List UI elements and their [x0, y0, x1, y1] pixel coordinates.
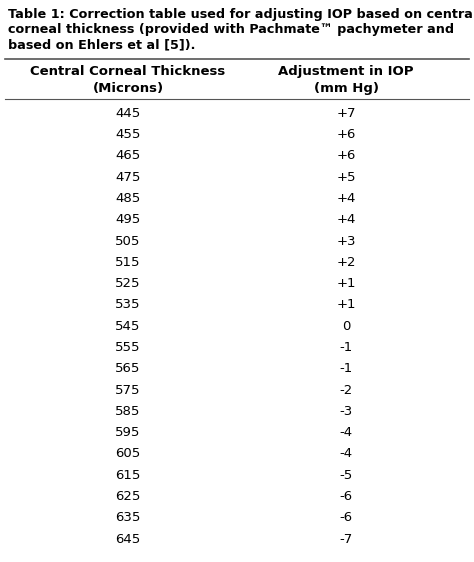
Text: +3: +3	[336, 234, 356, 248]
Text: -1: -1	[339, 341, 353, 354]
Text: +5: +5	[336, 171, 356, 184]
Text: -5: -5	[339, 469, 353, 482]
Text: 475: 475	[115, 171, 141, 184]
Text: +4: +4	[337, 192, 356, 205]
Text: 565: 565	[115, 362, 141, 375]
Text: -3: -3	[339, 405, 353, 418]
Text: 585: 585	[115, 405, 141, 418]
Text: 535: 535	[115, 298, 141, 311]
Text: -2: -2	[339, 384, 353, 397]
Text: 545: 545	[115, 320, 141, 333]
Text: 615: 615	[115, 469, 141, 482]
Text: 595: 595	[115, 426, 141, 439]
Text: -7: -7	[339, 533, 353, 546]
Text: 495: 495	[115, 214, 141, 226]
Text: -1: -1	[339, 362, 353, 375]
Text: 465: 465	[115, 149, 141, 162]
Text: 445: 445	[115, 107, 141, 120]
Text: -6: -6	[339, 490, 353, 503]
Text: +2: +2	[336, 256, 356, 269]
Text: 605: 605	[115, 447, 141, 460]
Text: +1: +1	[336, 298, 356, 311]
Text: 625: 625	[115, 490, 141, 503]
Text: Adjustment in IOP
(mm Hg): Adjustment in IOP (mm Hg)	[278, 65, 414, 95]
Text: +7: +7	[336, 107, 356, 120]
Text: -4: -4	[339, 447, 353, 460]
Text: 645: 645	[115, 533, 141, 546]
Text: corneal thickness (provided with Pachmate™ pachymeter and: corneal thickness (provided with Pachmat…	[8, 23, 454, 36]
Text: 485: 485	[115, 192, 141, 205]
Text: 455: 455	[115, 128, 141, 141]
Text: 635: 635	[115, 511, 141, 524]
Text: 555: 555	[115, 341, 141, 354]
Text: +1: +1	[336, 277, 356, 290]
Text: 0: 0	[342, 320, 350, 333]
Text: -6: -6	[339, 511, 353, 524]
Text: 575: 575	[115, 384, 141, 397]
Text: 525: 525	[115, 277, 141, 290]
Text: based on Ehlers et al [5]).: based on Ehlers et al [5]).	[8, 38, 195, 51]
Text: +6: +6	[337, 128, 356, 141]
Text: +6: +6	[337, 149, 356, 162]
Text: +4: +4	[337, 214, 356, 226]
Text: Central Corneal Thickness
(Microns): Central Corneal Thickness (Microns)	[30, 65, 226, 95]
Text: Table 1: Correction table used for adjusting IOP based on central: Table 1: Correction table used for adjus…	[8, 8, 474, 21]
Text: 505: 505	[115, 234, 141, 248]
Text: 515: 515	[115, 256, 141, 269]
Text: -4: -4	[339, 426, 353, 439]
